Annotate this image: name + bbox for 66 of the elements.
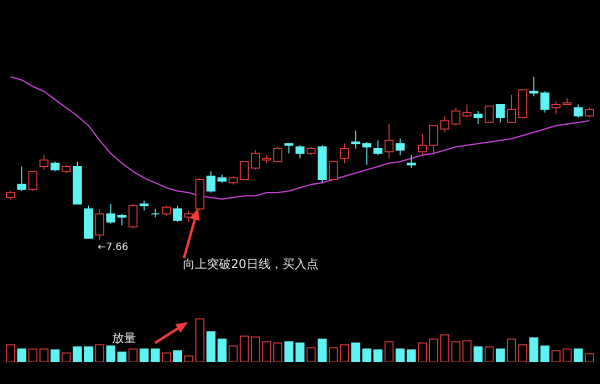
candlestick xyxy=(50,161,60,172)
bar xyxy=(173,350,182,362)
bar xyxy=(140,348,149,362)
candlestick xyxy=(552,100,561,115)
bar xyxy=(206,331,216,362)
candlestick xyxy=(507,94,516,123)
bar xyxy=(540,346,550,362)
bar xyxy=(284,341,294,362)
candlestick xyxy=(240,161,249,180)
candlestick xyxy=(328,161,338,180)
candlestick xyxy=(418,133,427,156)
candlestick xyxy=(496,104,505,123)
candlestick xyxy=(128,204,138,230)
bar xyxy=(406,349,416,362)
candlestick xyxy=(429,125,438,156)
candlestick xyxy=(117,213,126,226)
bar xyxy=(529,337,538,362)
candlestick xyxy=(462,104,472,118)
candlestick xyxy=(206,170,216,194)
bar xyxy=(72,346,82,362)
candlestick xyxy=(140,200,149,212)
candlestick xyxy=(384,124,394,159)
candlestick xyxy=(540,90,550,114)
bar xyxy=(150,348,160,362)
candlestick xyxy=(440,115,450,133)
candlestick xyxy=(474,110,483,125)
candlestick xyxy=(340,143,350,164)
candlestick xyxy=(362,142,372,166)
candlestick xyxy=(95,208,104,240)
candlestick xyxy=(106,204,116,224)
candlestick xyxy=(250,150,260,170)
bar xyxy=(50,349,60,362)
candlestick xyxy=(396,138,405,156)
bar xyxy=(106,346,116,362)
bar xyxy=(373,349,382,362)
bar xyxy=(362,348,372,362)
bar xyxy=(17,348,26,362)
candlestick xyxy=(584,107,594,118)
bar xyxy=(117,352,126,362)
candlestick xyxy=(162,205,171,216)
bar xyxy=(296,342,304,362)
bar xyxy=(396,348,405,362)
candlestick xyxy=(39,154,48,170)
candlestick xyxy=(273,146,282,162)
candlestick xyxy=(173,205,182,222)
bar xyxy=(218,338,227,362)
candlestick xyxy=(28,170,38,192)
candlestick xyxy=(373,140,382,156)
annotation: 放量 xyxy=(112,331,136,345)
candlestick xyxy=(296,144,304,159)
bar xyxy=(574,348,583,362)
candlestick xyxy=(484,106,494,123)
bar xyxy=(318,338,327,362)
candlestick xyxy=(284,143,294,154)
candlestick xyxy=(451,107,460,126)
candlestick xyxy=(529,76,538,97)
text: ←7.66 xyxy=(98,242,128,253)
bar xyxy=(474,346,483,362)
bar xyxy=(84,346,93,362)
candlestick xyxy=(17,166,26,192)
candlestick xyxy=(574,104,583,118)
candlestick xyxy=(351,130,360,150)
candlestick xyxy=(406,154,416,169)
bar xyxy=(496,348,505,362)
bar xyxy=(351,342,360,362)
text: 向上突破20日线，买入点 xyxy=(183,257,318,271)
